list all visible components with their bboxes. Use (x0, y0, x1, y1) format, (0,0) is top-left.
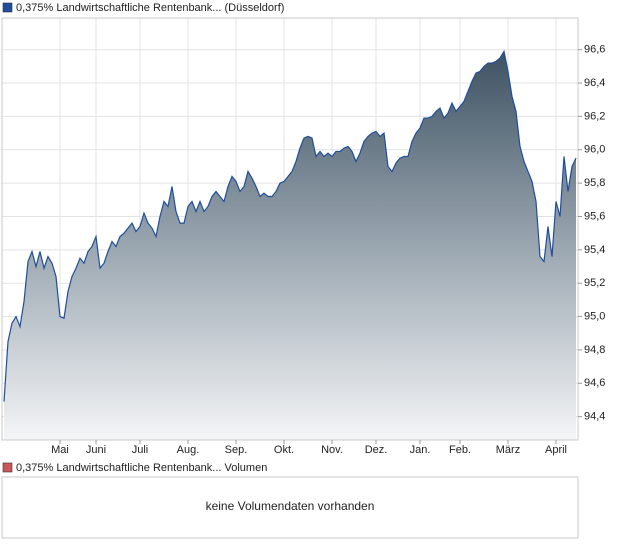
legend-label: 0,375% Landwirtschaftliche Rentenbank...… (16, 2, 284, 14)
legend-label: 0,375% Landwirtschaftliche Rentenbank...… (16, 462, 267, 474)
x-tick-label: März (496, 444, 520, 456)
legend-swatch (2, 2, 13, 13)
y-tick-label: 95,0 (584, 310, 605, 322)
x-tick-label: Aug. (177, 444, 200, 456)
y-tick-label: 96,6 (584, 44, 605, 56)
x-tick-label: April (545, 444, 567, 456)
x-tick-label: Feb. (449, 444, 471, 456)
x-tick-label: Jan. (410, 444, 431, 456)
y-tick-label: 95,4 (584, 244, 605, 256)
x-tick-label: Mai (51, 444, 69, 456)
volume-panel (1, 476, 579, 539)
y-tick-label: 94,6 (584, 377, 605, 389)
x-tick-label: Nov. (321, 444, 343, 456)
area (4, 51, 576, 441)
y-tick-label: 95,2 (584, 277, 605, 289)
y-tick-label: 94,8 (584, 344, 605, 356)
y-tick-label: 95,8 (584, 177, 605, 189)
y-tick-label: 96,0 (584, 144, 605, 156)
x-tick-label: Juni (86, 444, 106, 456)
x-tick-label: Sep. (225, 444, 248, 456)
x-tick-label: Okt. (274, 444, 294, 456)
y-tick-label: 94,4 (584, 411, 605, 423)
line (3, 49, 577, 402)
x-tick-label: Dez. (365, 444, 388, 456)
y-tick-label: 95,6 (584, 210, 605, 222)
volume-message: keine Volumendaten vorhanden (206, 499, 375, 513)
y-tick-label: 96,2 (584, 110, 605, 122)
legend-swatch (2, 462, 13, 473)
y-tick-label: 96,4 (584, 77, 605, 89)
x-tick-label: Juli (132, 444, 149, 456)
plot-frame (1, 17, 579, 441)
